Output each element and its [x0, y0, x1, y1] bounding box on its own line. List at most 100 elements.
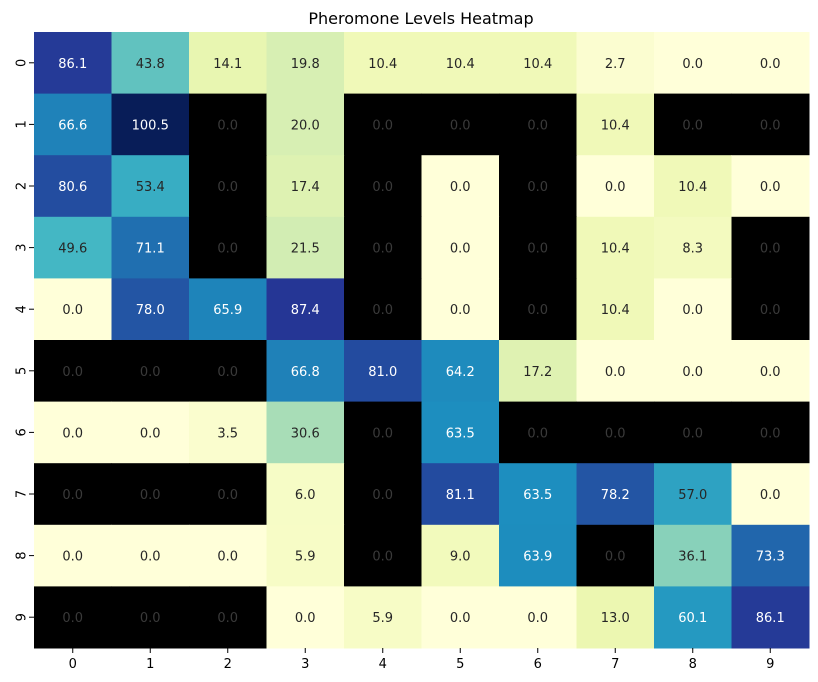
- heatmap-cell-label: 6.0: [295, 488, 316, 503]
- heatmap-cell: [654, 93, 732, 156]
- heatmap-cell-label: 0.0: [450, 242, 471, 257]
- heatmap-cell-label: 10.4: [601, 303, 630, 318]
- y-tick-label: 8: [15, 551, 30, 559]
- heatmap-cell: [654, 216, 732, 279]
- heatmap-cell: [576, 32, 655, 95]
- y-tick-label: 1: [15, 120, 30, 128]
- heatmap-cell: [421, 463, 500, 526]
- heatmap-cell: [421, 278, 500, 341]
- heatmap-cell: [189, 524, 267, 587]
- heatmap-cell: [654, 278, 732, 341]
- heatmap-cell-label: 0.0: [372, 550, 393, 565]
- heatmap-cell-label: 0.0: [605, 180, 626, 195]
- heatmap-cell: [34, 463, 112, 526]
- heatmap-cell: [731, 155, 810, 218]
- heatmap-cell: [344, 586, 422, 649]
- heatmap-cell-label: 0.0: [372, 488, 393, 503]
- heatmap-cell-label: 0.0: [217, 611, 238, 626]
- heatmap-cell-label: 0.0: [140, 550, 161, 565]
- heatmap-cell-label: 63.5: [523, 488, 552, 503]
- heatmap-cell-label: 0.0: [295, 611, 316, 626]
- x-tick-label: 6: [534, 657, 542, 672]
- heatmap-cell: [654, 155, 732, 218]
- heatmap-cell: [189, 278, 267, 341]
- heatmap-cell: [34, 401, 112, 464]
- heatmap-cell-label: 3.5: [217, 426, 238, 441]
- heatmap-cell: [344, 463, 422, 526]
- heatmap-cell: [421, 32, 500, 95]
- heatmap-cell: [576, 524, 655, 587]
- heatmap-cell-label: 0.0: [760, 303, 781, 318]
- x-tick-label: 3: [301, 657, 309, 672]
- x-tick-label: 7: [611, 657, 619, 672]
- heatmap-cell: [731, 401, 810, 464]
- heatmap-cell-label: 0.0: [62, 303, 83, 318]
- heatmap-cell-label: 78.2: [601, 488, 630, 503]
- heatmap-cell-label: 0.0: [62, 550, 83, 565]
- heatmap-cell-label: 13.0: [601, 611, 630, 626]
- heatmap-cell: [654, 463, 732, 526]
- y-tick-label: 2: [15, 182, 30, 190]
- heatmap-cell: [34, 32, 112, 95]
- heatmap-cell-label: 0.0: [62, 488, 83, 503]
- heatmap-cell: [421, 586, 500, 649]
- heatmap-cell: [189, 155, 267, 218]
- heatmap-cell-label: 0.0: [527, 118, 548, 133]
- heatmap-cell-label: 20.0: [291, 118, 320, 133]
- heatmap-cell-label: 17.2: [523, 365, 552, 380]
- y-tick-label: 4: [15, 305, 30, 313]
- x-tick-label: 1: [146, 657, 154, 672]
- heatmap-cell-label: 0.0: [140, 426, 161, 441]
- heatmap-cell: [576, 216, 655, 279]
- y-tick-label: 6: [15, 428, 30, 436]
- heatmap-cell: [499, 278, 577, 341]
- y-tick-label: 0: [15, 59, 30, 67]
- heatmap-cell: [421, 216, 500, 279]
- heatmap-cell: [111, 216, 190, 279]
- heatmap-cell-label: 81.0: [368, 365, 397, 380]
- heatmap-cell-label: 0.0: [62, 365, 83, 380]
- heatmap-cell: [499, 524, 577, 587]
- heatmap-cell-label: 0.0: [450, 611, 471, 626]
- y-axis: 0 1 2 3 4 5 6 7 8 9: [15, 59, 34, 621]
- heatmap-cell-label: 0.0: [217, 242, 238, 257]
- heatmap-cell-label: 0.0: [682, 426, 703, 441]
- heatmap-cell-label: 0.0: [760, 118, 781, 133]
- heatmap-cell: [654, 340, 732, 403]
- heatmap-cell-label: 0.0: [372, 242, 393, 257]
- heatmap-cell-label: 36.1: [678, 550, 707, 565]
- heatmap-cell-label: 10.4: [678, 180, 707, 195]
- heatmap-cell-label: 0.0: [760, 180, 781, 195]
- heatmap-cell: [499, 93, 577, 156]
- heatmap-cells: 86.1 43.8 14.1 19.8 10.4 10.4 10.4 2.7 0.0 0.0 66.…: [34, 32, 810, 649]
- heatmap-cell-label: 0.0: [372, 180, 393, 195]
- heatmap-cell: [111, 463, 190, 526]
- heatmap-cell: [189, 216, 267, 279]
- heatmap-cell: [111, 340, 190, 403]
- heatmap-cell-label: 60.1: [678, 611, 707, 626]
- y-tick-label: 7: [15, 490, 30, 498]
- heatmap-cell: [499, 216, 577, 279]
- heatmap-cell: [189, 93, 267, 156]
- heatmap-cell-label: 0.0: [605, 426, 626, 441]
- heatmap-cell: [654, 401, 732, 464]
- heatmap-cell: [576, 278, 655, 341]
- heatmap-cell: [731, 463, 810, 526]
- heatmap-cell-label: 0.0: [527, 242, 548, 257]
- heatmap-cell: [499, 463, 577, 526]
- heatmap-cell-label: 49.6: [58, 242, 87, 257]
- heatmap-cell-label: 64.2: [446, 365, 475, 380]
- heatmap-cell: [576, 93, 655, 156]
- heatmap-cell: [344, 524, 422, 587]
- heatmap-cell-label: 78.0: [136, 303, 165, 318]
- heatmap-cell: [576, 586, 655, 649]
- heatmap-cell: [421, 524, 500, 587]
- heatmap-cell: [34, 340, 112, 403]
- heatmap-cell: [111, 278, 190, 341]
- y-tick-label: 5: [15, 367, 30, 375]
- heatmap-cell: [189, 401, 267, 464]
- heatmap-cell-label: 66.6: [58, 118, 87, 133]
- heatmap-cell-label: 2.7: [605, 57, 626, 72]
- heatmap-cell-label: 66.8: [291, 365, 320, 380]
